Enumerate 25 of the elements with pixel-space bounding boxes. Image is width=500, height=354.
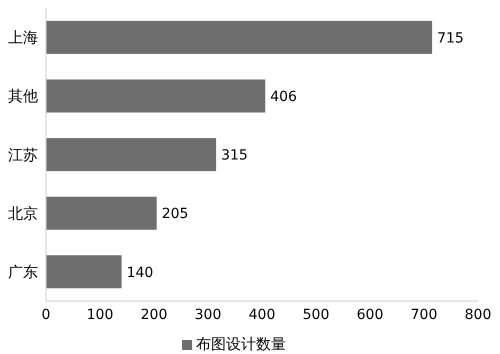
y-tick-label: 江苏 xyxy=(8,146,38,164)
legend-label: 布图设计数量 xyxy=(196,335,286,353)
y-tick-label: 广东 xyxy=(8,263,38,282)
bar xyxy=(46,196,157,230)
x-tick-label: 300 xyxy=(194,306,222,323)
x-tick-label: 400 xyxy=(248,306,276,323)
data-label: 205 xyxy=(162,206,188,222)
x-tick-label: 700 xyxy=(410,306,438,323)
bar xyxy=(46,79,266,112)
bar xyxy=(46,20,432,54)
x-tick-label: 800 xyxy=(464,306,492,323)
bar xyxy=(46,255,122,288)
data-label: 406 xyxy=(270,88,298,105)
x-tick-label: 500 xyxy=(302,306,330,323)
data-label: 140 xyxy=(126,264,154,281)
bar xyxy=(46,138,216,172)
y-tick-label: 上海 xyxy=(8,28,38,47)
x-tick-label: 0 xyxy=(42,306,50,323)
x-tick-label: 600 xyxy=(356,306,384,323)
x-tick-label: 200 xyxy=(140,306,168,323)
y-tick-label: 其他 xyxy=(8,87,38,106)
data-label: 315 xyxy=(221,148,248,164)
x-tick-label: 100 xyxy=(86,306,114,323)
y-tick-label: 北京 xyxy=(8,204,38,222)
data-label: 715 xyxy=(437,30,464,46)
